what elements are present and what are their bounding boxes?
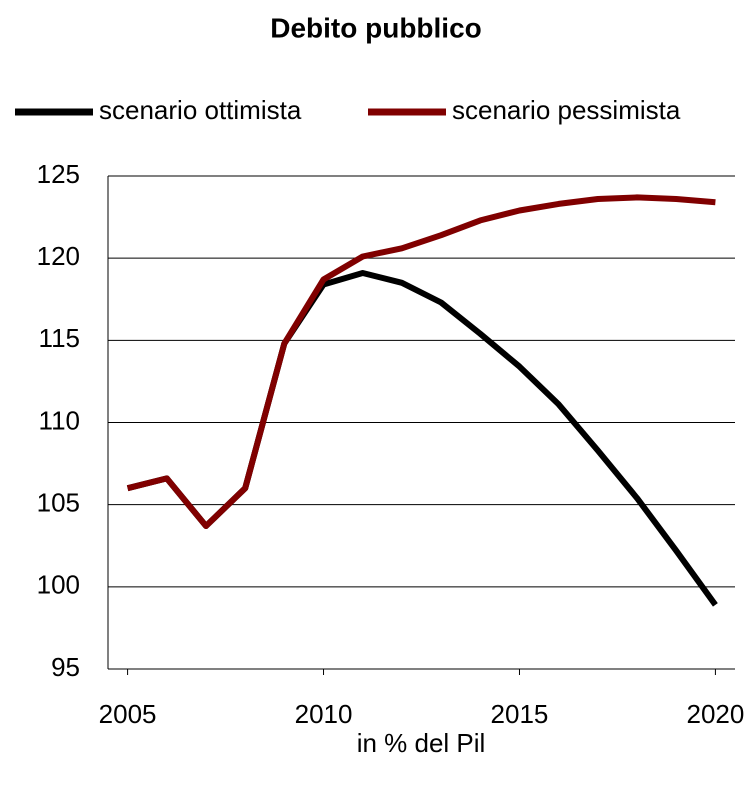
x-tick-label: 2020 [686,699,744,729]
series-line [126,270,718,607]
x-tick-label: 2010 [295,699,353,729]
y-tick-label: 105 [37,488,80,518]
x-tick-label: 2005 [99,699,157,729]
y-tick-label: 120 [37,241,80,271]
y-tick-label: 125 [37,159,80,189]
y-tick-label: 110 [39,405,80,435]
series-line [126,194,716,529]
y-tick-label: 100 [37,570,80,600]
y-tick-label: 115 [39,323,80,353]
chart-title: Debito pubblico [270,12,482,43]
y-tick-label: 95 [51,652,80,682]
legend-label: scenario pessimista [452,95,681,125]
x-tick-label: 2015 [491,699,549,729]
x-axis-label: in % del Pil [357,728,486,758]
legend-label: scenario ottimista [99,95,302,125]
